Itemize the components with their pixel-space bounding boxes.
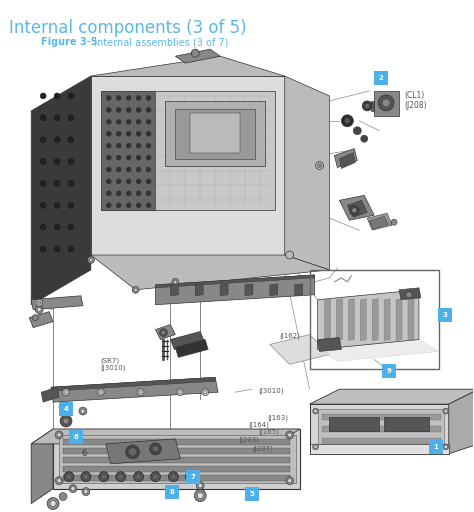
Circle shape xyxy=(202,389,209,396)
Polygon shape xyxy=(360,298,366,340)
Bar xyxy=(429,440,443,454)
Circle shape xyxy=(40,115,46,121)
Circle shape xyxy=(68,115,74,121)
Polygon shape xyxy=(374,91,399,116)
Circle shape xyxy=(153,474,158,479)
Circle shape xyxy=(59,493,67,501)
Circle shape xyxy=(136,108,141,112)
Circle shape xyxy=(100,391,102,394)
Circle shape xyxy=(345,118,350,124)
Circle shape xyxy=(204,391,207,394)
Polygon shape xyxy=(91,255,329,290)
Circle shape xyxy=(312,444,319,450)
Circle shape xyxy=(59,403,67,411)
Polygon shape xyxy=(195,284,203,296)
Circle shape xyxy=(106,95,111,100)
Circle shape xyxy=(63,389,70,396)
Circle shape xyxy=(55,477,63,485)
Polygon shape xyxy=(190,113,240,153)
Circle shape xyxy=(174,281,177,283)
Circle shape xyxy=(168,472,178,482)
Circle shape xyxy=(128,448,137,456)
Circle shape xyxy=(106,119,111,124)
Circle shape xyxy=(126,155,131,160)
Bar xyxy=(53,429,300,488)
Circle shape xyxy=(68,137,74,143)
Text: (J3010): (J3010) xyxy=(258,387,283,394)
Bar xyxy=(165,485,179,499)
Text: (J203): (J203) xyxy=(238,437,259,443)
Circle shape xyxy=(35,306,43,314)
Bar xyxy=(438,308,452,322)
Circle shape xyxy=(116,95,121,100)
Circle shape xyxy=(136,131,141,136)
Polygon shape xyxy=(399,288,421,300)
Circle shape xyxy=(82,487,90,496)
Circle shape xyxy=(443,408,449,414)
Text: (J162): (J162) xyxy=(280,333,301,339)
Circle shape xyxy=(126,108,131,112)
Circle shape xyxy=(106,167,111,172)
Circle shape xyxy=(126,95,131,100)
Polygon shape xyxy=(91,56,285,96)
Bar xyxy=(186,470,200,484)
Circle shape xyxy=(79,407,87,415)
Circle shape xyxy=(136,143,141,148)
Polygon shape xyxy=(318,290,419,350)
Circle shape xyxy=(54,246,60,252)
Circle shape xyxy=(126,119,131,124)
Circle shape xyxy=(69,485,77,493)
Circle shape xyxy=(137,389,144,396)
Text: (CL1)
(J208): (CL1) (J208) xyxy=(404,91,427,111)
Polygon shape xyxy=(31,76,91,305)
Circle shape xyxy=(106,143,111,148)
Circle shape xyxy=(362,101,372,111)
Circle shape xyxy=(84,489,88,494)
Circle shape xyxy=(54,137,60,143)
Circle shape xyxy=(146,155,151,160)
Polygon shape xyxy=(51,377,218,402)
Circle shape xyxy=(68,202,74,208)
Polygon shape xyxy=(220,284,228,296)
Polygon shape xyxy=(371,101,374,111)
Circle shape xyxy=(194,489,206,502)
Text: 7: 7 xyxy=(191,474,196,480)
Bar xyxy=(382,365,396,378)
Circle shape xyxy=(132,286,139,293)
Circle shape xyxy=(106,191,111,196)
Polygon shape xyxy=(321,414,441,420)
Polygon shape xyxy=(101,91,275,210)
Circle shape xyxy=(134,472,144,482)
Circle shape xyxy=(64,472,74,482)
Circle shape xyxy=(146,119,151,124)
Circle shape xyxy=(116,143,121,148)
Circle shape xyxy=(146,131,151,136)
Circle shape xyxy=(352,208,357,213)
Circle shape xyxy=(444,410,447,413)
Circle shape xyxy=(191,49,199,57)
Circle shape xyxy=(185,472,195,482)
Polygon shape xyxy=(396,298,402,340)
Circle shape xyxy=(149,443,162,455)
Polygon shape xyxy=(367,214,392,230)
Polygon shape xyxy=(408,298,414,340)
Circle shape xyxy=(172,279,179,285)
Circle shape xyxy=(37,301,41,304)
Polygon shape xyxy=(339,153,356,168)
Text: 3: 3 xyxy=(442,312,447,317)
Circle shape xyxy=(286,477,294,485)
Circle shape xyxy=(61,405,65,409)
Circle shape xyxy=(196,482,204,489)
Text: 2: 2 xyxy=(379,75,383,81)
Text: (J164): (J164) xyxy=(248,421,269,428)
Polygon shape xyxy=(348,298,354,340)
Circle shape xyxy=(153,446,158,452)
Circle shape xyxy=(179,391,182,394)
Circle shape xyxy=(40,137,46,143)
Polygon shape xyxy=(101,91,155,210)
Text: 9: 9 xyxy=(387,368,392,374)
Polygon shape xyxy=(318,339,439,361)
Circle shape xyxy=(116,179,121,184)
Polygon shape xyxy=(29,312,53,328)
Polygon shape xyxy=(175,339,208,357)
